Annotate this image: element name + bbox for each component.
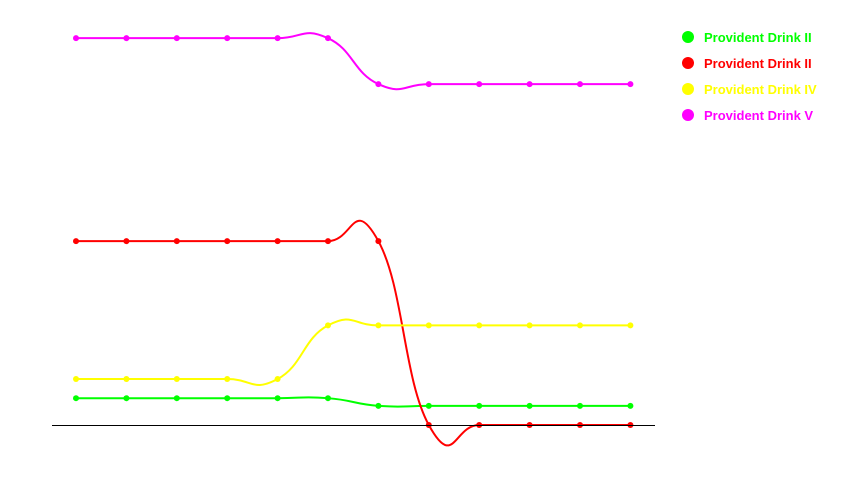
legend-label-0: Provident Drink II [704, 29, 812, 45]
legend: Provident Drink II Provident Drink II Pr… [682, 24, 817, 128]
data-point-0-7[interactable] [425, 402, 432, 409]
data-point-1-5[interactable] [325, 238, 331, 245]
data-point-2-6[interactable] [375, 322, 382, 329]
data-point-3-8[interactable] [476, 81, 483, 88]
data-point-1-2[interactable] [173, 238, 180, 245]
legend-item-3[interactable]: Provident Drink V [682, 102, 817, 128]
data-point-0-2[interactable] [173, 395, 180, 402]
data-point-0-11[interactable] [627, 402, 634, 409]
data-point-0-3[interactable] [224, 395, 231, 402]
data-point-3-4[interactable] [274, 35, 281, 42]
data-point-1-0[interactable] [73, 238, 79, 245]
data-point-0-6[interactable] [375, 402, 382, 409]
data-point-3-5[interactable] [325, 35, 331, 42]
data-point-0-10[interactable] [577, 402, 583, 409]
legend-swatch-1 [682, 57, 694, 69]
data-point-3-3[interactable] [224, 35, 231, 42]
legend-item-1[interactable]: Provident Drink II [682, 50, 817, 76]
data-point-2-7[interactable] [425, 322, 432, 329]
data-point-1-3[interactable] [224, 238, 231, 245]
data-point-3-0[interactable] [73, 35, 79, 42]
data-point-0-5[interactable] [325, 395, 331, 402]
data-point-2-11[interactable] [627, 322, 634, 329]
series-layer [73, 32, 634, 447]
data-point-2-2[interactable] [173, 376, 180, 383]
data-point-3-7[interactable] [425, 81, 432, 88]
data-point-0-4[interactable] [274, 395, 281, 402]
legend-label-3: Provident Drink V [704, 107, 814, 123]
data-point-1-1[interactable] [123, 238, 130, 245]
data-point-0-1[interactable] [123, 395, 130, 402]
legend-item-0[interactable]: Provident Drink II [682, 24, 817, 50]
data-point-2-5[interactable] [325, 322, 331, 329]
data-point-3-2[interactable] [173, 35, 180, 42]
data-point-2-0[interactable] [73, 376, 79, 383]
legend-swatch-2 [682, 83, 694, 95]
data-point-1-6[interactable] [375, 238, 382, 245]
series-line-3 [76, 32, 631, 91]
series-line-0 [75, 396, 631, 408]
data-point-2-8[interactable] [476, 322, 483, 329]
series-1 [73, 219, 634, 447]
data-point-2-1[interactable] [123, 376, 130, 383]
data-point-0-8[interactable] [476, 402, 483, 409]
data-point-3-1[interactable] [123, 35, 130, 42]
data-point-2-4[interactable] [274, 376, 281, 383]
data-point-3-9[interactable] [526, 81, 533, 88]
series-3 [73, 32, 634, 91]
series-line-1 [75, 219, 631, 447]
data-point-0-0[interactable] [73, 395, 79, 402]
data-point-3-6[interactable] [375, 81, 382, 88]
legend-swatch-0 [682, 31, 694, 43]
series-2 [73, 318, 634, 386]
data-point-2-10[interactable] [577, 322, 583, 329]
legend-label-2: Provident Drink IV [704, 81, 817, 97]
data-point-0-9[interactable] [526, 402, 533, 409]
data-point-1-4[interactable] [274, 238, 281, 245]
series-line-2 [75, 318, 631, 386]
series-0 [73, 395, 634, 409]
legend-label-1: Provident Drink II [704, 55, 812, 71]
data-point-3-11[interactable] [627, 81, 634, 88]
data-point-3-10[interactable] [577, 81, 583, 88]
legend-swatch-3 [682, 109, 694, 121]
data-point-2-3[interactable] [224, 376, 231, 383]
legend-item-2[interactable]: Provident Drink IV [682, 76, 817, 102]
data-point-2-9[interactable] [526, 322, 533, 329]
